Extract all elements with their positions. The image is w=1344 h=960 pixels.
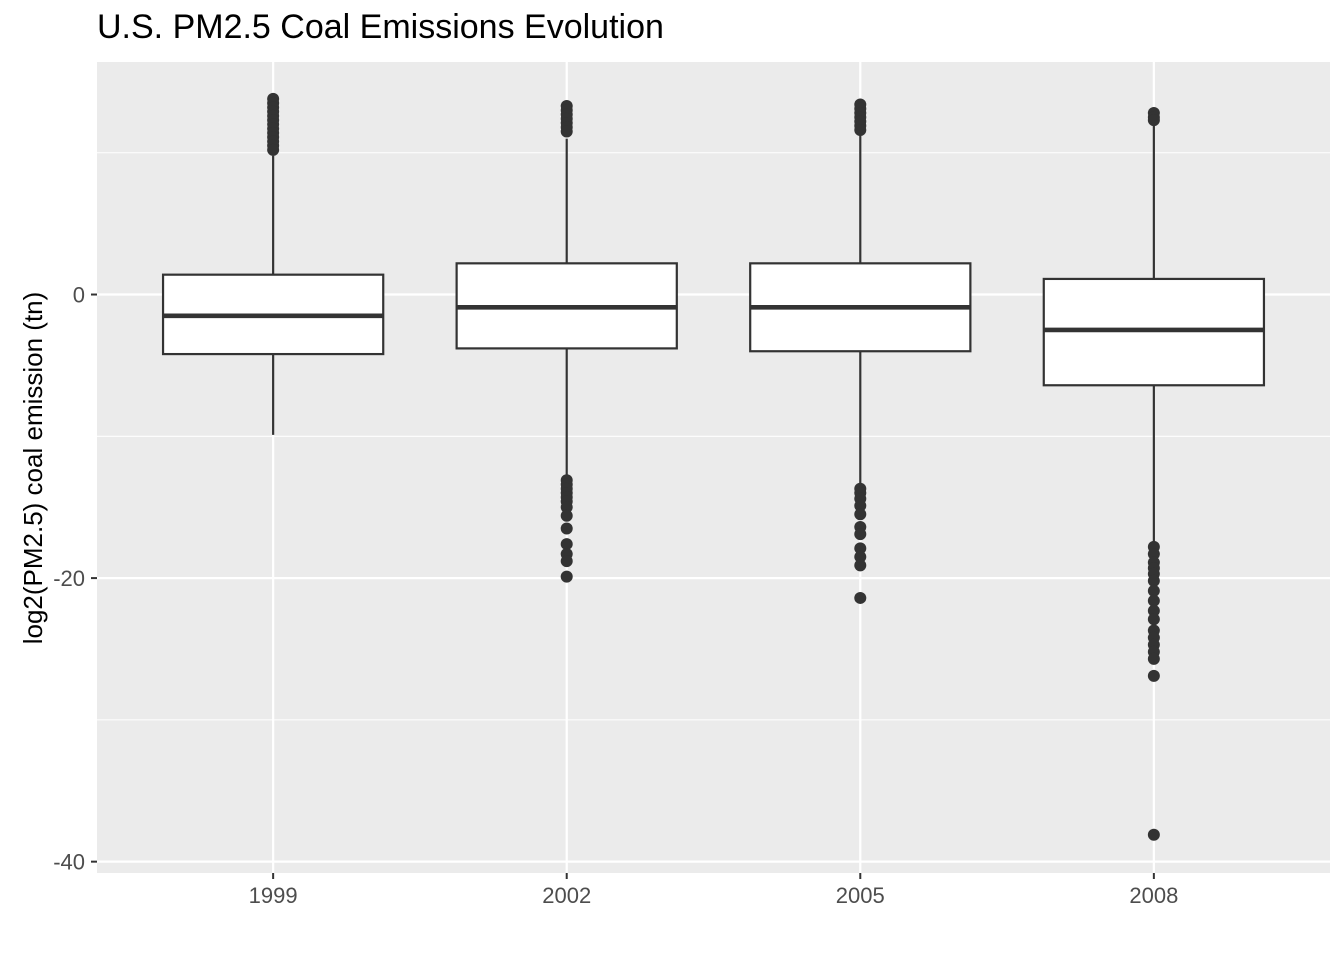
outlier-point bbox=[854, 124, 867, 137]
outlier-point bbox=[854, 591, 867, 604]
boxes-layer bbox=[161, 92, 1266, 841]
outlier-point bbox=[1147, 114, 1160, 127]
box-1999 bbox=[161, 92, 385, 435]
box-2002 bbox=[455, 99, 678, 583]
outlier-point bbox=[1147, 652, 1160, 665]
x-tick-label: 2002 bbox=[542, 883, 591, 908]
outlier-point bbox=[854, 499, 867, 512]
y-axis: 0 -20 -40 bbox=[53, 283, 97, 875]
outlier-point bbox=[1147, 604, 1160, 617]
outlier-point bbox=[854, 508, 867, 521]
outlier-point bbox=[1147, 547, 1160, 560]
outlier-point bbox=[1147, 613, 1160, 626]
outlier-point bbox=[854, 559, 867, 572]
outlier-point bbox=[854, 528, 867, 541]
outlier-point bbox=[1147, 828, 1160, 841]
y-tick-label: -40 bbox=[53, 850, 85, 875]
y-tick-label: 0 bbox=[73, 283, 85, 308]
box-2008 bbox=[1042, 107, 1266, 841]
outlier-point bbox=[267, 143, 280, 156]
outlier-point bbox=[1147, 594, 1160, 607]
outlier-point bbox=[560, 501, 573, 514]
outlier-point bbox=[560, 509, 573, 522]
box-2005 bbox=[749, 98, 972, 604]
outlier-point bbox=[560, 125, 573, 138]
outlier-point bbox=[1147, 669, 1160, 682]
x-tick-label: 2008 bbox=[1129, 883, 1178, 908]
outlier-point bbox=[854, 550, 867, 563]
outlier-point bbox=[1147, 574, 1160, 587]
outlier-point bbox=[854, 542, 867, 555]
outlier-point bbox=[1147, 584, 1160, 597]
x-axis: 1999 2002 2005 2008 bbox=[249, 873, 1178, 908]
outlier-point bbox=[560, 555, 573, 568]
chart-title: U.S. PM2.5 Coal Emissions Evolution bbox=[97, 8, 664, 46]
x-tick-label: 2005 bbox=[836, 883, 885, 908]
x-tick-label: 1999 bbox=[249, 883, 298, 908]
plot-panel bbox=[97, 62, 1330, 873]
outlier-point bbox=[560, 538, 573, 551]
outlier-point bbox=[560, 570, 573, 583]
outlier-point bbox=[560, 522, 573, 535]
y-axis-title: log2(PM2.5) coal emission (tn) bbox=[18, 292, 48, 645]
grid-minor bbox=[97, 152, 1330, 721]
y-tick-label: -20 bbox=[53, 566, 85, 591]
